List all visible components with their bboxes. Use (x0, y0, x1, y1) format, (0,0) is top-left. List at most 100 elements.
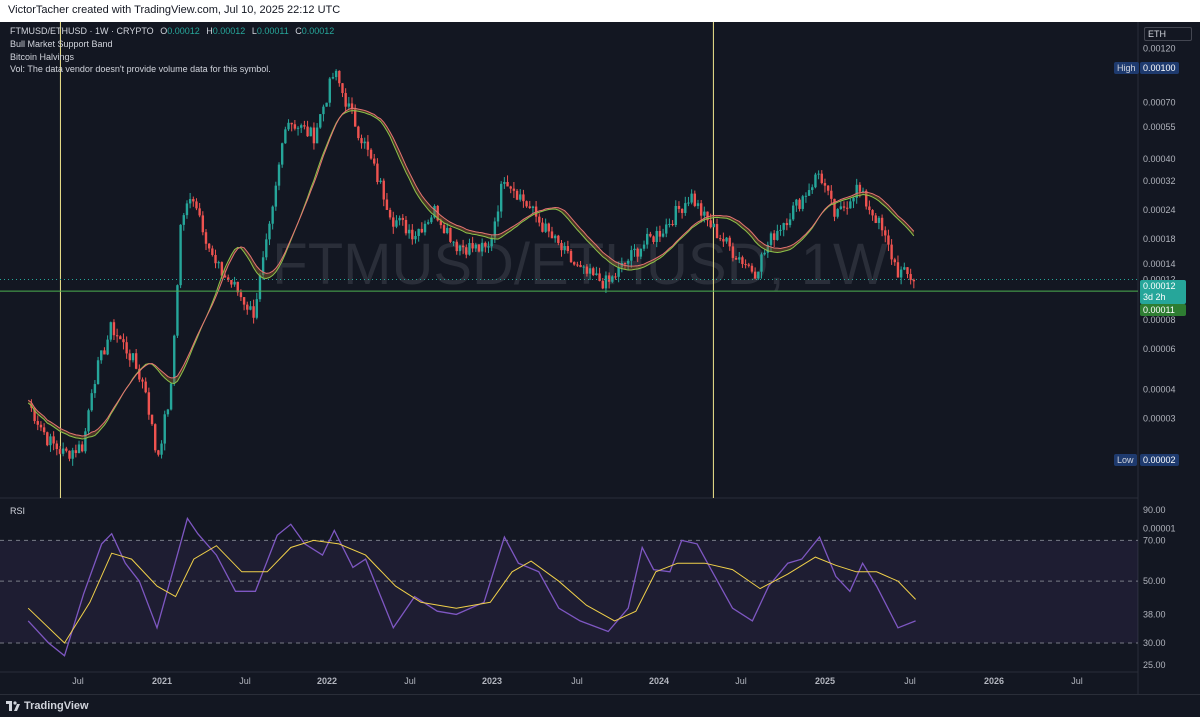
currency-badge[interactable]: ETH (1144, 27, 1192, 41)
candle-body (601, 280, 604, 289)
candle-body (122, 339, 125, 343)
time-tick-0: Jul (72, 676, 84, 686)
price-tick-13: 0.00004 (1143, 385, 1176, 395)
candle-body (699, 203, 703, 216)
candle-body (734, 257, 738, 260)
candle-body (265, 239, 268, 258)
candle-body (357, 126, 360, 139)
candle-body (369, 149, 373, 159)
candle-body (293, 124, 297, 129)
candle-body (785, 223, 789, 226)
candle-body (296, 127, 300, 129)
candle-body (125, 342, 128, 354)
candle-body (134, 353, 138, 369)
candle-body (525, 201, 528, 207)
candle-body (84, 431, 87, 452)
candle-body (52, 436, 55, 444)
candle-body (801, 196, 804, 209)
candle-body (890, 244, 893, 260)
candle-body (515, 190, 519, 200)
candle-body (490, 237, 493, 247)
candle-body (811, 187, 814, 191)
candle-body (115, 335, 119, 337)
candle-body (807, 190, 811, 196)
candle-body (160, 443, 163, 455)
candle-body (696, 203, 700, 206)
candle-body (642, 244, 646, 249)
candle-body (506, 182, 509, 187)
rsi-label[interactable]: RSI (10, 506, 26, 516)
candle-body (607, 275, 611, 282)
candle-body (861, 190, 865, 192)
price-tick-12: 0.00006 (1143, 344, 1176, 354)
candle-body (93, 384, 97, 394)
candle-body (560, 242, 563, 251)
candle-body (636, 248, 639, 257)
candle-body (519, 194, 522, 200)
legend-halvings[interactable]: Bitcoin Halvings (10, 52, 75, 62)
chart-canvas[interactable]: FTMUSD/ETHUSD, 1W0.001200.001000.000700.… (0, 22, 1200, 694)
candle-body (655, 230, 658, 243)
candle-body (373, 158, 376, 164)
candle-body (223, 275, 227, 278)
candle-body (211, 248, 214, 255)
candle-body (646, 233, 649, 245)
candle-body (652, 236, 655, 243)
candle-body (842, 206, 846, 208)
candle-body (312, 127, 316, 144)
time-tick-8: Jul (735, 676, 747, 686)
support-price-tag: 0.00011 (1140, 304, 1186, 316)
candle-body (280, 143, 284, 165)
candle-body (157, 450, 160, 455)
candle-body (798, 199, 801, 209)
time-tick-4: Jul (404, 676, 416, 686)
candle-body (884, 230, 887, 236)
candle-body (668, 223, 671, 225)
candle-body (814, 174, 817, 188)
candle-body (376, 163, 379, 183)
candle-body (719, 238, 722, 240)
candle-body (344, 93, 347, 107)
candle-body (820, 173, 823, 184)
candle-body (426, 222, 430, 224)
candle-body (252, 306, 255, 318)
candle-body (401, 217, 404, 220)
time-tick-12: Jul (1071, 676, 1083, 686)
legend-support-band[interactable]: Bull Market Support Band (10, 39, 113, 49)
candle-body (430, 217, 433, 223)
candle-body (738, 257, 741, 260)
candle-body (331, 77, 335, 79)
candle-body (452, 241, 455, 243)
candle-body (379, 180, 382, 183)
candle-body (715, 224, 719, 239)
candle-body (268, 223, 271, 240)
candle-body (623, 263, 627, 265)
candle-body (366, 141, 370, 150)
candle-body (769, 233, 773, 245)
candle-body (103, 350, 106, 355)
candle-body (144, 381, 147, 393)
candle-body (480, 242, 484, 252)
candle-body (620, 263, 624, 268)
candle-body (322, 106, 325, 115)
candle-body (261, 257, 265, 275)
candle-body (166, 409, 170, 415)
candle-body (617, 267, 620, 277)
candle-body (414, 235, 417, 240)
candle-body (274, 185, 278, 207)
candle-body (404, 219, 408, 234)
candle-body (566, 246, 570, 252)
candle-body (138, 368, 141, 380)
candle-body (328, 78, 331, 103)
rsi-ma-line (27, 539, 916, 644)
candle-body (220, 262, 224, 276)
candle-body (233, 281, 236, 285)
candle-body (388, 209, 392, 218)
candle-body (395, 220, 398, 227)
candle-body (315, 127, 319, 144)
candle-body (706, 211, 709, 221)
candle-body (845, 207, 849, 209)
candle-body (255, 299, 258, 318)
credit-text: VictorTacher created with TradingView.co… (8, 4, 341, 16)
rsi-tick-3: 38.00 (1143, 609, 1166, 619)
